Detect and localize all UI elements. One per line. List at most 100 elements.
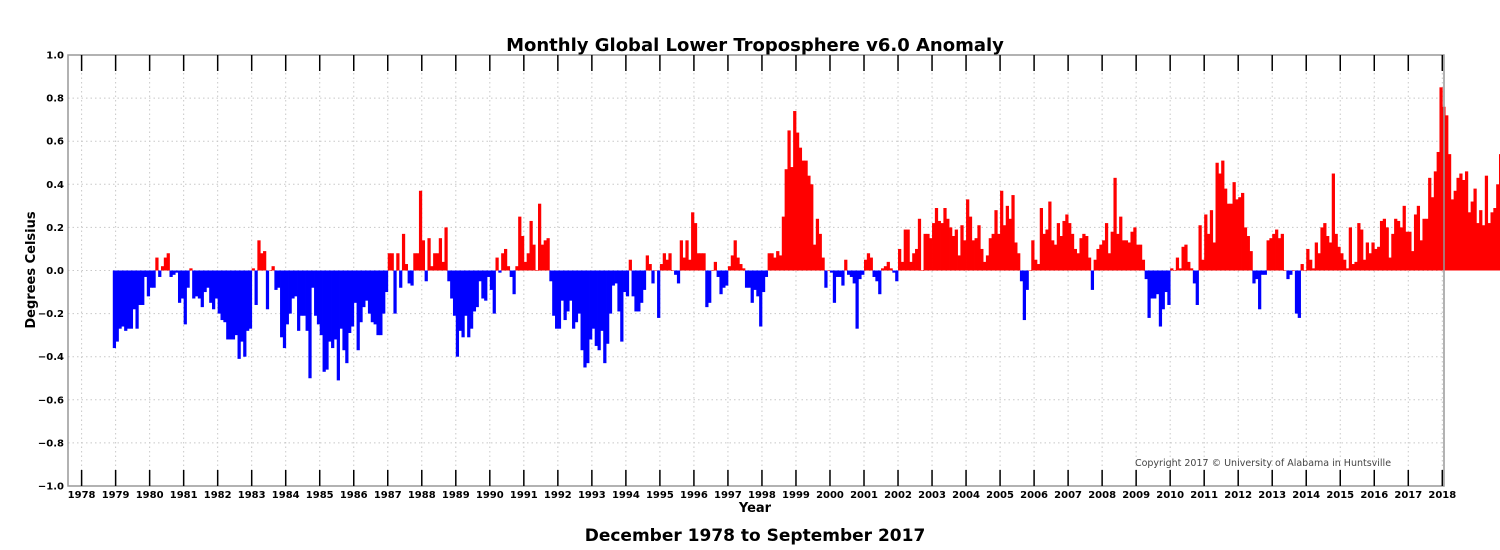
bar-positive xyxy=(1269,238,1273,271)
bar-negative xyxy=(744,270,749,288)
bar-positive xyxy=(1405,231,1409,271)
bar-positive xyxy=(421,240,426,271)
bar-positive xyxy=(1175,257,1180,271)
bar-negative xyxy=(1164,270,1168,293)
x-tick-label: 1999 xyxy=(782,490,810,501)
bar-positive xyxy=(971,240,975,271)
bar-negative xyxy=(1195,270,1199,305)
bar-positive xyxy=(1306,248,1310,271)
bar-positive xyxy=(793,111,797,271)
bar-positive xyxy=(685,240,689,271)
bar-negative xyxy=(183,270,187,325)
bar-negative xyxy=(617,270,621,312)
y-tick-label: −0.8 xyxy=(38,438,64,449)
bar-negative xyxy=(512,270,516,295)
bar-negative xyxy=(342,270,346,351)
y-tick-label: 0.2 xyxy=(46,223,64,234)
bar-negative xyxy=(158,270,162,277)
bar-positive xyxy=(1323,223,1327,271)
bar-positive xyxy=(776,251,780,271)
bar-negative xyxy=(563,270,567,321)
x-tick-label: 1998 xyxy=(748,490,776,501)
bar-positive xyxy=(1170,268,1174,271)
y-tick-label: 0.0 xyxy=(46,266,64,277)
bar-positive xyxy=(844,259,848,271)
bar-positive xyxy=(518,216,522,271)
bar-negative xyxy=(829,270,834,273)
bar-positive xyxy=(926,233,930,271)
bar-negative xyxy=(1192,270,1197,284)
bar-negative xyxy=(858,270,862,280)
bar-positive xyxy=(915,248,919,271)
bar-positive xyxy=(691,212,695,271)
bar-positive xyxy=(268,270,272,271)
bar-positive xyxy=(1331,173,1335,271)
y-axis-label: Degrees Celsius xyxy=(24,211,39,328)
bar-positive xyxy=(1224,188,1228,271)
bar-positive xyxy=(271,266,275,271)
bar-positive xyxy=(1479,210,1483,271)
bar-negative xyxy=(1260,270,1265,275)
bar-positive xyxy=(801,160,805,271)
bar-negative xyxy=(1294,270,1299,314)
bar-negative xyxy=(135,270,139,329)
bar-positive xyxy=(1039,208,1043,271)
bar-negative xyxy=(637,270,641,312)
bar-negative xyxy=(194,270,199,297)
bar-negative xyxy=(1255,270,1259,280)
bar-positive xyxy=(1382,218,1387,271)
bar-negative xyxy=(569,270,573,301)
bar-negative xyxy=(475,270,479,308)
x-tick-label: 1984 xyxy=(272,490,300,501)
bar-negative xyxy=(484,270,488,301)
bar-positive xyxy=(1178,268,1182,271)
bar-negative xyxy=(121,270,125,327)
bar-positive xyxy=(387,253,391,271)
x-tick-label: 2018 xyxy=(1428,490,1456,501)
bar-negative xyxy=(353,270,357,303)
bar-negative xyxy=(277,270,281,288)
bar-negative xyxy=(359,270,363,323)
bar-negative xyxy=(240,270,244,342)
bar-positive xyxy=(696,253,700,271)
x-tick-label: 1982 xyxy=(204,490,232,501)
x-tick-label: 1981 xyxy=(170,490,198,501)
bar-positive xyxy=(1467,212,1472,271)
bar-negative xyxy=(611,270,615,286)
bar-negative xyxy=(1155,270,1160,295)
bar-negative xyxy=(674,270,678,275)
bar-positive xyxy=(883,266,888,271)
bar-positive xyxy=(1226,203,1231,271)
bar-negative xyxy=(177,270,182,303)
bar-negative xyxy=(722,270,726,288)
bar-negative xyxy=(200,270,204,308)
bar-positive xyxy=(433,253,437,271)
bar-positive xyxy=(654,270,658,271)
bar-negative xyxy=(509,270,513,277)
bar-positive xyxy=(946,218,950,271)
bar-positive xyxy=(1277,238,1282,271)
bar-positive xyxy=(427,238,431,271)
x-tick-label: 1997 xyxy=(714,490,742,501)
bar-negative xyxy=(824,270,828,288)
bar-positive xyxy=(1391,233,1395,271)
x-tick-label: 2017 xyxy=(1394,490,1422,501)
bar-positive xyxy=(727,266,732,271)
bar-positive xyxy=(1303,270,1307,271)
bar-negative xyxy=(486,270,491,277)
bar-positive xyxy=(1218,173,1222,271)
bar-negative xyxy=(750,270,754,303)
bar-positive xyxy=(787,130,791,271)
bar-negative xyxy=(577,270,581,314)
bar-negative xyxy=(325,270,329,370)
bar-negative xyxy=(759,270,763,327)
bar-positive xyxy=(1362,259,1367,271)
bar-negative xyxy=(892,270,896,273)
bar-positive xyxy=(881,268,885,271)
bar-negative xyxy=(455,270,460,357)
bar-positive xyxy=(1002,225,1007,271)
bar-positive xyxy=(1473,188,1477,271)
bar-positive xyxy=(1141,259,1146,271)
bar-positive xyxy=(1450,199,1455,271)
bar-negative xyxy=(231,270,236,340)
